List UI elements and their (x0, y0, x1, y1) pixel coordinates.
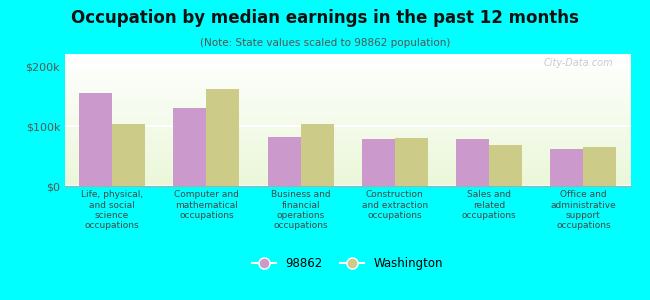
Text: City-Data.com: City-Data.com (544, 58, 614, 68)
Bar (268, 137, 300, 186)
Text: Occupation by median earnings in the past 12 months: Occupation by median earnings in the pas… (71, 9, 579, 27)
Legend: 98862, Washington: 98862, Washington (248, 253, 448, 275)
Bar (584, 147, 616, 186)
Bar (112, 124, 145, 186)
Bar (207, 89, 239, 186)
Bar (362, 139, 395, 186)
Bar (551, 149, 584, 186)
Bar (79, 93, 112, 186)
Bar (456, 139, 489, 186)
Bar (300, 124, 333, 186)
Text: (Note: State values scaled to 98862 population): (Note: State values scaled to 98862 popu… (200, 38, 450, 47)
Bar (489, 145, 522, 186)
Bar (174, 108, 207, 186)
Bar (395, 138, 428, 186)
